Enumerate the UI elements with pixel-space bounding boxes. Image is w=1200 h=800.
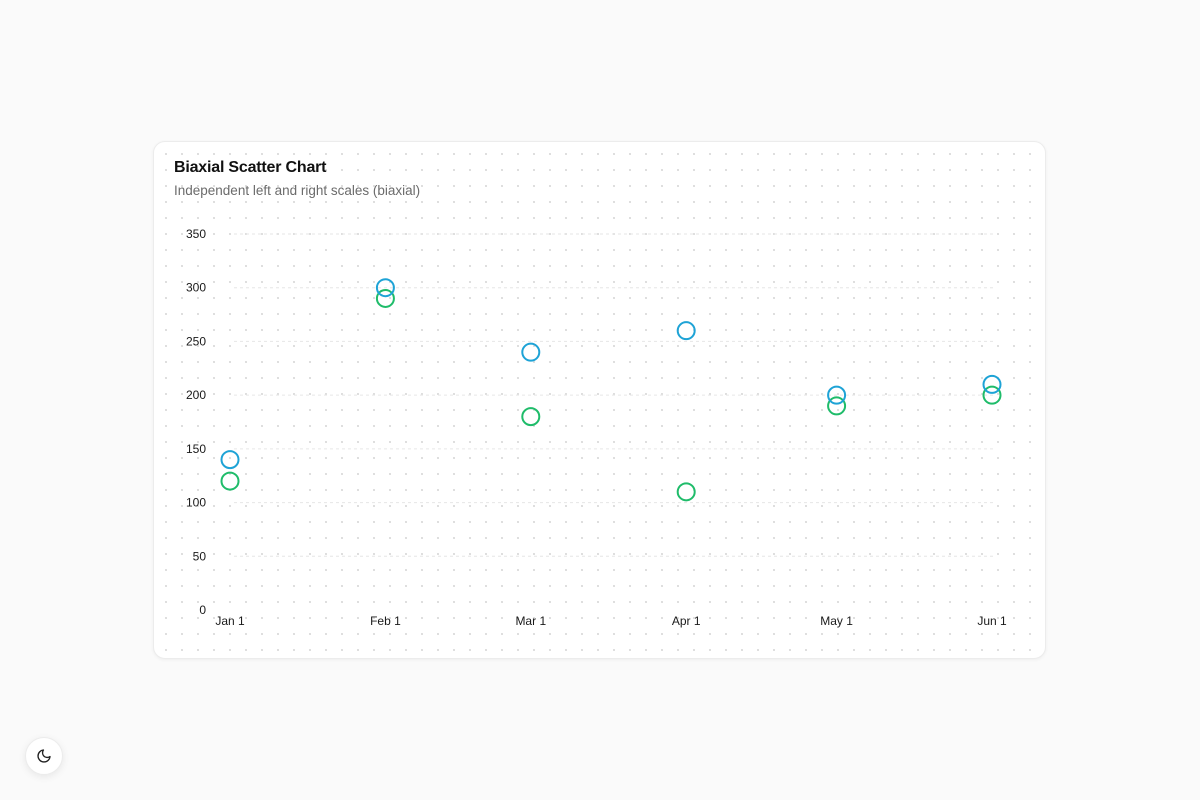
y-tick-label: 300	[186, 281, 206, 295]
scatter-point	[220, 450, 240, 470]
scatter-point	[982, 385, 1002, 405]
scatter-point	[982, 374, 1002, 394]
scatter-point	[676, 321, 696, 341]
scatter-point	[375, 278, 395, 298]
chart-title: Biaxial Scatter Chart	[174, 159, 327, 176]
chart-subtitle: Independent left and right scales (biaxi…	[174, 183, 421, 198]
scatter-point	[220, 471, 240, 491]
theme-toggle-button[interactable]	[25, 737, 63, 775]
scatter-point	[676, 482, 696, 502]
y-tick-label: 150	[186, 442, 206, 456]
chart-card: Biaxial Scatter Chart Independent left a…	[153, 141, 1046, 659]
scatter-point	[827, 396, 847, 416]
x-tick-label: Jan 1	[215, 614, 245, 628]
scatter-point	[375, 288, 395, 308]
x-tick-label: May 1	[820, 614, 853, 628]
y-tick-label: 250	[186, 334, 206, 348]
x-tick-label: Feb 1	[370, 614, 401, 628]
scatter-point	[521, 407, 541, 427]
scatter-plot: 0 50 100 150 200 250 300 350 Jan 1 Feb 1 Mar 1 Apr …	[186, 227, 1007, 628]
y-tick-label: 0	[199, 603, 206, 617]
scatter-point	[521, 342, 541, 362]
x-tick-label: Jun 1	[977, 614, 1007, 628]
moon-icon	[37, 749, 51, 763]
x-tick-label: Mar 1	[515, 614, 546, 628]
scatter-point	[827, 385, 847, 405]
y-tick-label: 200	[186, 388, 206, 402]
y-tick-label: 350	[186, 227, 206, 241]
y-tick-label: 100	[186, 496, 206, 510]
x-tick-label: Apr 1	[672, 614, 701, 628]
y-tick-label: 50	[193, 549, 207, 563]
